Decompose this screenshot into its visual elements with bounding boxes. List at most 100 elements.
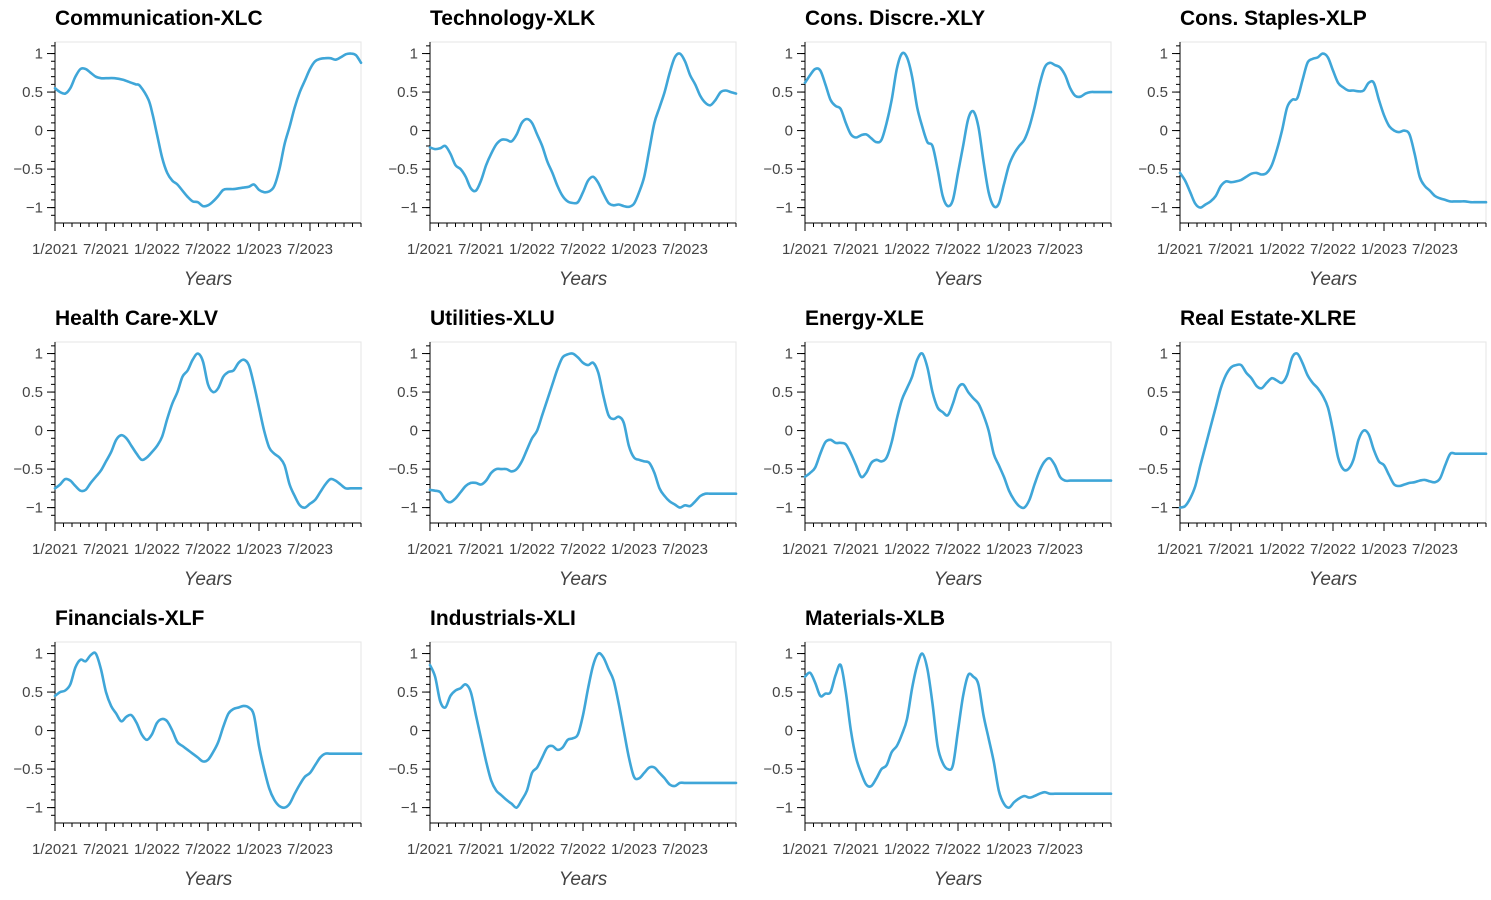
y-tick-label: −1 (26, 800, 43, 817)
x-tick-label: 1/2021 (782, 841, 828, 858)
x-tick-label: 1/2022 (509, 241, 555, 258)
x-tick-label: 7/2023 (1037, 541, 1083, 558)
x-tick-label: 7/2021 (833, 841, 879, 858)
chart-title: Technology-XLK (430, 7, 596, 30)
y-tick-label: 1 (1160, 46, 1168, 63)
y-tick-label: −0.5 (388, 461, 418, 478)
y-tick-label: −1 (776, 200, 793, 217)
series-line (1178, 52, 1488, 209)
y-tick-label: 0.5 (397, 84, 418, 101)
y-tick-label: −1 (1151, 500, 1168, 517)
x-tick-label: 7/2023 (287, 241, 333, 258)
chart-panel: Financials-XLF 1 0.5 0 −0.5 −1 1/2021 7/2021 1/2… (0, 600, 370, 900)
y-tick-label: −0.5 (1138, 161, 1168, 178)
y-tick-label: 0 (785, 723, 793, 740)
x-tick-label: 1/2022 (1259, 241, 1305, 258)
y-tick-label: 1 (785, 46, 793, 63)
x-tick-label: 1/2022 (884, 841, 930, 858)
x-tick-label: 7/2021 (83, 241, 129, 258)
x-tick-label: 1/2021 (32, 541, 78, 558)
x-tick-label: 1/2021 (32, 841, 78, 858)
y-tick-label: 1 (35, 346, 43, 363)
series-line (803, 352, 1113, 510)
x-tick-label: 7/2023 (662, 841, 708, 858)
y-tick-label: −0.5 (13, 161, 43, 178)
x-tick-label: 7/2022 (1310, 541, 1356, 558)
y-tick-label: 0 (410, 423, 418, 440)
x-tick-label: 1/2021 (782, 541, 828, 558)
y-tick-label: −1 (26, 500, 43, 517)
chart-svg: 1 0.5 0 −0.5 −1 1/2021 7/2021 1/2022 7/2022 1/202… (388, 341, 738, 558)
x-axis-label: Years (183, 869, 233, 890)
chart-svg: 1 0.5 0 −0.5 −1 1/2021 7/2021 1/2022 7/2022 1/202… (388, 641, 738, 858)
chart-svg: 1 0.5 0 −0.5 −1 1/2021 7/2021 1/2022 7/2022 1/202… (13, 341, 363, 558)
x-axis-label: Years (933, 569, 983, 590)
x-tick-label: 1/2021 (407, 841, 453, 858)
x-tick-label: 1/2023 (236, 841, 282, 858)
y-tick-label: −0.5 (763, 461, 793, 478)
y-tick-label: 0.5 (397, 684, 418, 701)
chart-title: Cons. Staples-XLP (1180, 7, 1367, 30)
x-axis-label: Years (558, 869, 608, 890)
x-tick-label: 1/2021 (782, 241, 828, 258)
x-tick-label: 1/2022 (1259, 541, 1305, 558)
x-axis-label: Years (933, 869, 983, 890)
chart-panel: Cons. Discre.-XLY 1 0.5 0 −0.5 −1 1/2021 7/2021… (750, 0, 1120, 300)
y-tick-label: −0.5 (13, 761, 43, 778)
x-tick-label: 1/2022 (884, 541, 930, 558)
x-tick-label: 7/2022 (560, 541, 606, 558)
x-axis-label: Years (1308, 269, 1358, 290)
x-tick-label: 1/2023 (986, 841, 1032, 858)
y-tick-label: −1 (776, 500, 793, 517)
x-tick-label: 1/2021 (407, 241, 453, 258)
series-line (803, 652, 1113, 809)
y-tick-label: 0.5 (1147, 384, 1168, 401)
chart-panel: Cons. Staples-XLP 1 0.5 0 −0.5 −1 1/2021 7/2021… (1125, 0, 1491, 300)
plot-frame (54, 41, 362, 224)
y-tick-label: 1 (785, 346, 793, 363)
y-tick-label: −1 (401, 800, 418, 817)
x-tick-label: 7/2021 (83, 541, 129, 558)
chart-panel: Industrials-XLI 1 0.5 0 −0.5 −1 1/2021 7/2021 1/… (375, 600, 745, 900)
x-axis-label: Years (558, 269, 608, 290)
x-tick-label: 7/2022 (560, 841, 606, 858)
y-tick-label: 1 (410, 46, 418, 63)
x-tick-label: 7/2021 (83, 841, 129, 858)
y-tick-label: −1 (1151, 200, 1168, 217)
chart-panel: Energy-XLE 1 0.5 0 −0.5 −1 1/2021 7/2021 1/2022 7… (750, 300, 1120, 600)
x-tick-label: 7/2023 (287, 841, 333, 858)
chart-title: Communication-XLC (55, 7, 263, 30)
y-tick-label: 0 (785, 423, 793, 440)
y-tick-label: −0.5 (1138, 461, 1168, 478)
chart-panel: Health Care-XLV 1 0.5 0 −0.5 −1 1/2021 7/2021 1/… (0, 300, 370, 600)
x-tick-label: 7/2023 (662, 241, 708, 258)
series-line (53, 352, 363, 509)
x-tick-label: 7/2021 (833, 241, 879, 258)
y-tick-label: 0.5 (22, 84, 43, 101)
chart-svg: 1 0.5 0 −0.5 −1 1/2021 7/2021 1/2022 7/2022 1/202… (763, 341, 1113, 558)
plot-frame (429, 41, 737, 224)
x-tick-label: 1/2023 (611, 241, 657, 258)
series-line (53, 651, 363, 810)
x-tick-label: 7/2022 (935, 241, 981, 258)
x-tick-label: 7/2022 (185, 241, 231, 258)
y-tick-label: 0.5 (772, 384, 793, 401)
plot-frame (804, 341, 1112, 524)
chart-svg: 1 0.5 0 −0.5 −1 1/2021 7/2021 1/2022 7/2022 1/202… (763, 641, 1113, 858)
y-tick-label: 0 (35, 423, 43, 440)
x-tick-label: 7/2021 (1208, 541, 1254, 558)
y-tick-label: 0.5 (22, 384, 43, 401)
chart-title: Cons. Discre.-XLY (805, 7, 986, 30)
plot-frame (54, 341, 362, 524)
series-line (1178, 352, 1488, 509)
chart-title: Industrials-XLI (430, 607, 576, 630)
x-tick-label: 1/2022 (509, 841, 555, 858)
y-tick-label: −0.5 (13, 461, 43, 478)
plot-frame (804, 41, 1112, 224)
x-tick-label: 7/2023 (1412, 541, 1458, 558)
y-tick-label: 1 (35, 646, 43, 663)
x-tick-label: 7/2021 (458, 841, 504, 858)
x-tick-label: 1/2023 (1361, 241, 1407, 258)
plot-frame (54, 641, 362, 824)
y-tick-label: 1 (410, 646, 418, 663)
